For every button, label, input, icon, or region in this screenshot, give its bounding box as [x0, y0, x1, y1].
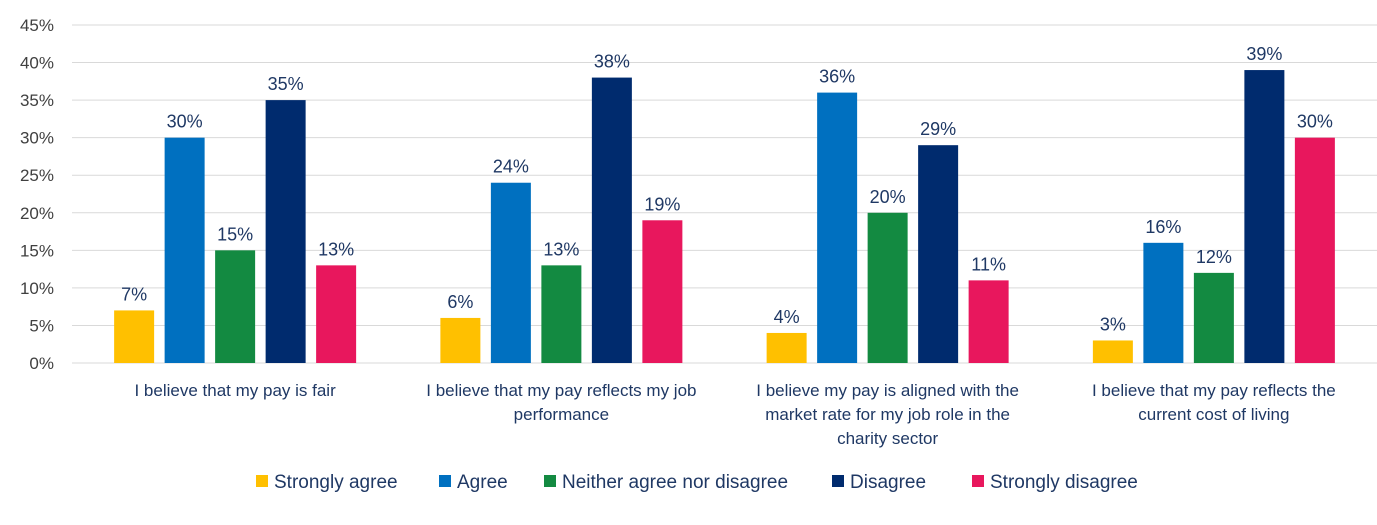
legend-label: Disagree: [850, 472, 926, 493]
bar: [817, 92, 858, 363]
x-category-label: I believe that my pay is fair: [134, 381, 336, 400]
bar: [1193, 272, 1234, 363]
legend-label: Neither agree nor disagree: [562, 472, 788, 493]
y-tick-label: 40%: [20, 54, 54, 73]
y-tick-label: 20%: [20, 204, 54, 223]
y-tick-label: 35%: [20, 91, 54, 110]
data-label: 15%: [217, 224, 253, 244]
x-category-line: I believe that my pay reflects the: [1092, 381, 1336, 400]
y-axis-ticks: 0% 5% 10% 15% 20% 25% 30% 35% 40% 45%: [20, 16, 54, 373]
bar: [1294, 137, 1335, 363]
y-tick-label: 10%: [20, 279, 54, 298]
legend: Strongly agree Agree Neither agree nor dis…: [256, 472, 1138, 493]
bar: [968, 280, 1009, 363]
data-label: 7%: [121, 284, 147, 304]
x-category-label: I believe that my pay reflects my job per…: [426, 381, 696, 424]
y-tick-label: 5%: [29, 316, 54, 335]
legend-swatch: [544, 475, 556, 487]
legend-label: Strongly disagree: [990, 472, 1138, 493]
legend-swatch: [972, 475, 984, 487]
bar: [642, 220, 683, 363]
y-tick-label: 45%: [20, 16, 54, 35]
x-category-label: I believe my pay is aligned with the mark…: [756, 381, 1019, 448]
bar: [1092, 340, 1133, 363]
bar: [215, 250, 256, 363]
legend-swatch: [439, 475, 451, 487]
data-label: 35%: [268, 74, 304, 94]
data-label: 30%: [1297, 112, 1333, 132]
x-category-line: I believe that my pay is fair: [134, 381, 336, 400]
data-labels: 7% 30% 15% 35% 13% 6% 24% 13% 38% 19% 4% 36% 20% 29% 1…: [121, 44, 1333, 334]
bar: [265, 100, 306, 363]
legend-label: Strongly agree: [274, 472, 398, 493]
data-label: 29%: [920, 119, 956, 139]
data-label: 6%: [447, 292, 473, 312]
x-category-line: I believe that my pay reflects my job: [426, 381, 696, 400]
data-label: 4%: [774, 307, 800, 327]
legend-swatch: [256, 475, 268, 487]
data-label: 3%: [1100, 314, 1126, 334]
bar: [591, 77, 632, 364]
x-category-line: I believe my pay is aligned with the: [756, 381, 1019, 400]
bar: [867, 212, 908, 363]
bar: [490, 182, 531, 363]
x-category-line: charity sector: [837, 429, 938, 448]
data-label: 16%: [1145, 217, 1181, 237]
data-label: 11%: [971, 254, 1006, 274]
x-category-line: performance: [514, 405, 609, 424]
bar: [440, 317, 481, 363]
data-label: 13%: [318, 239, 354, 259]
bar: [1143, 242, 1184, 363]
bar: [918, 145, 959, 363]
y-tick-label: 25%: [20, 166, 54, 185]
data-label: 24%: [493, 157, 529, 177]
y-tick-label: 15%: [20, 241, 54, 260]
bar: [164, 137, 205, 363]
data-label: 36%: [819, 67, 855, 87]
data-label: 19%: [644, 194, 680, 214]
bar: [1244, 70, 1285, 364]
x-category-line: market rate for my job role in the: [765, 405, 1010, 424]
data-label: 12%: [1196, 247, 1232, 267]
x-category-line: current cost of living: [1138, 405, 1289, 424]
legend-swatch: [832, 475, 844, 487]
x-axis-categories: I believe that my pay is fair I believe t…: [134, 381, 1335, 448]
bar: [316, 265, 357, 363]
bar: [114, 310, 155, 363]
y-tick-label: 0%: [29, 354, 54, 373]
data-label: 13%: [543, 239, 579, 259]
y-tick-label: 30%: [20, 129, 54, 148]
bar: [766, 332, 807, 363]
bar: [541, 265, 582, 363]
data-label: 30%: [167, 112, 203, 132]
data-label: 39%: [1246, 44, 1282, 64]
legend-label: Agree: [457, 472, 508, 493]
data-label: 20%: [870, 187, 906, 207]
data-label: 38%: [594, 52, 630, 72]
bars: [114, 70, 1335, 364]
x-category-label: I believe that my pay reflects the curren…: [1092, 381, 1336, 424]
